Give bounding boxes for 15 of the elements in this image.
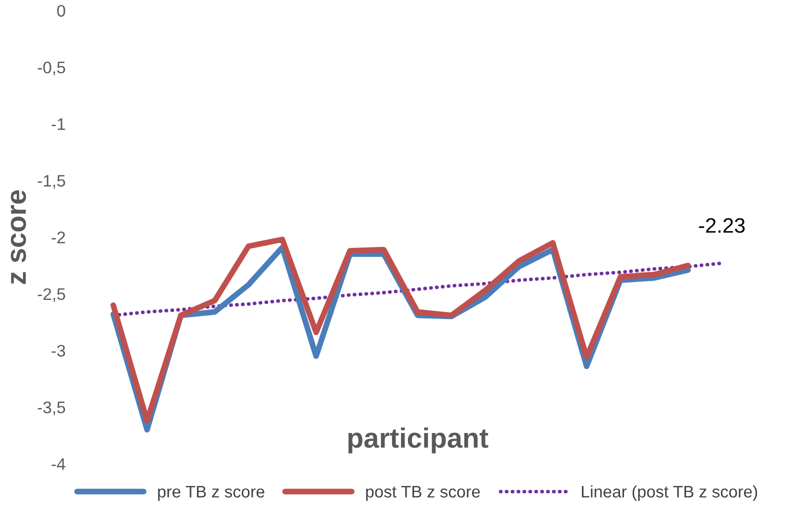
y-tick-label: -3,5 — [38, 402, 66, 416]
x-axis-title: participant — [348, 428, 488, 454]
y-tick-label: -3 — [52, 344, 66, 357]
legend-label: post TB z score — [366, 486, 480, 501]
legend-label: pre TB z score — [158, 486, 264, 501]
y-axis-title: z score — [10, 190, 26, 284]
y-tick-label: 0 — [57, 4, 66, 17]
y-tick-label: -1,5 — [38, 175, 66, 189]
annotation: -2.23 — [699, 218, 745, 233]
y-tick-label: -0,5 — [38, 62, 66, 76]
y-tick-label: -2 — [52, 232, 65, 244]
legend-label: Linear (post TB z score) — [582, 485, 758, 501]
y-tick-label: -1 — [52, 118, 65, 130]
y-tick-label: -4 — [52, 458, 66, 470]
y-tick-label: -2,5 — [38, 288, 66, 302]
